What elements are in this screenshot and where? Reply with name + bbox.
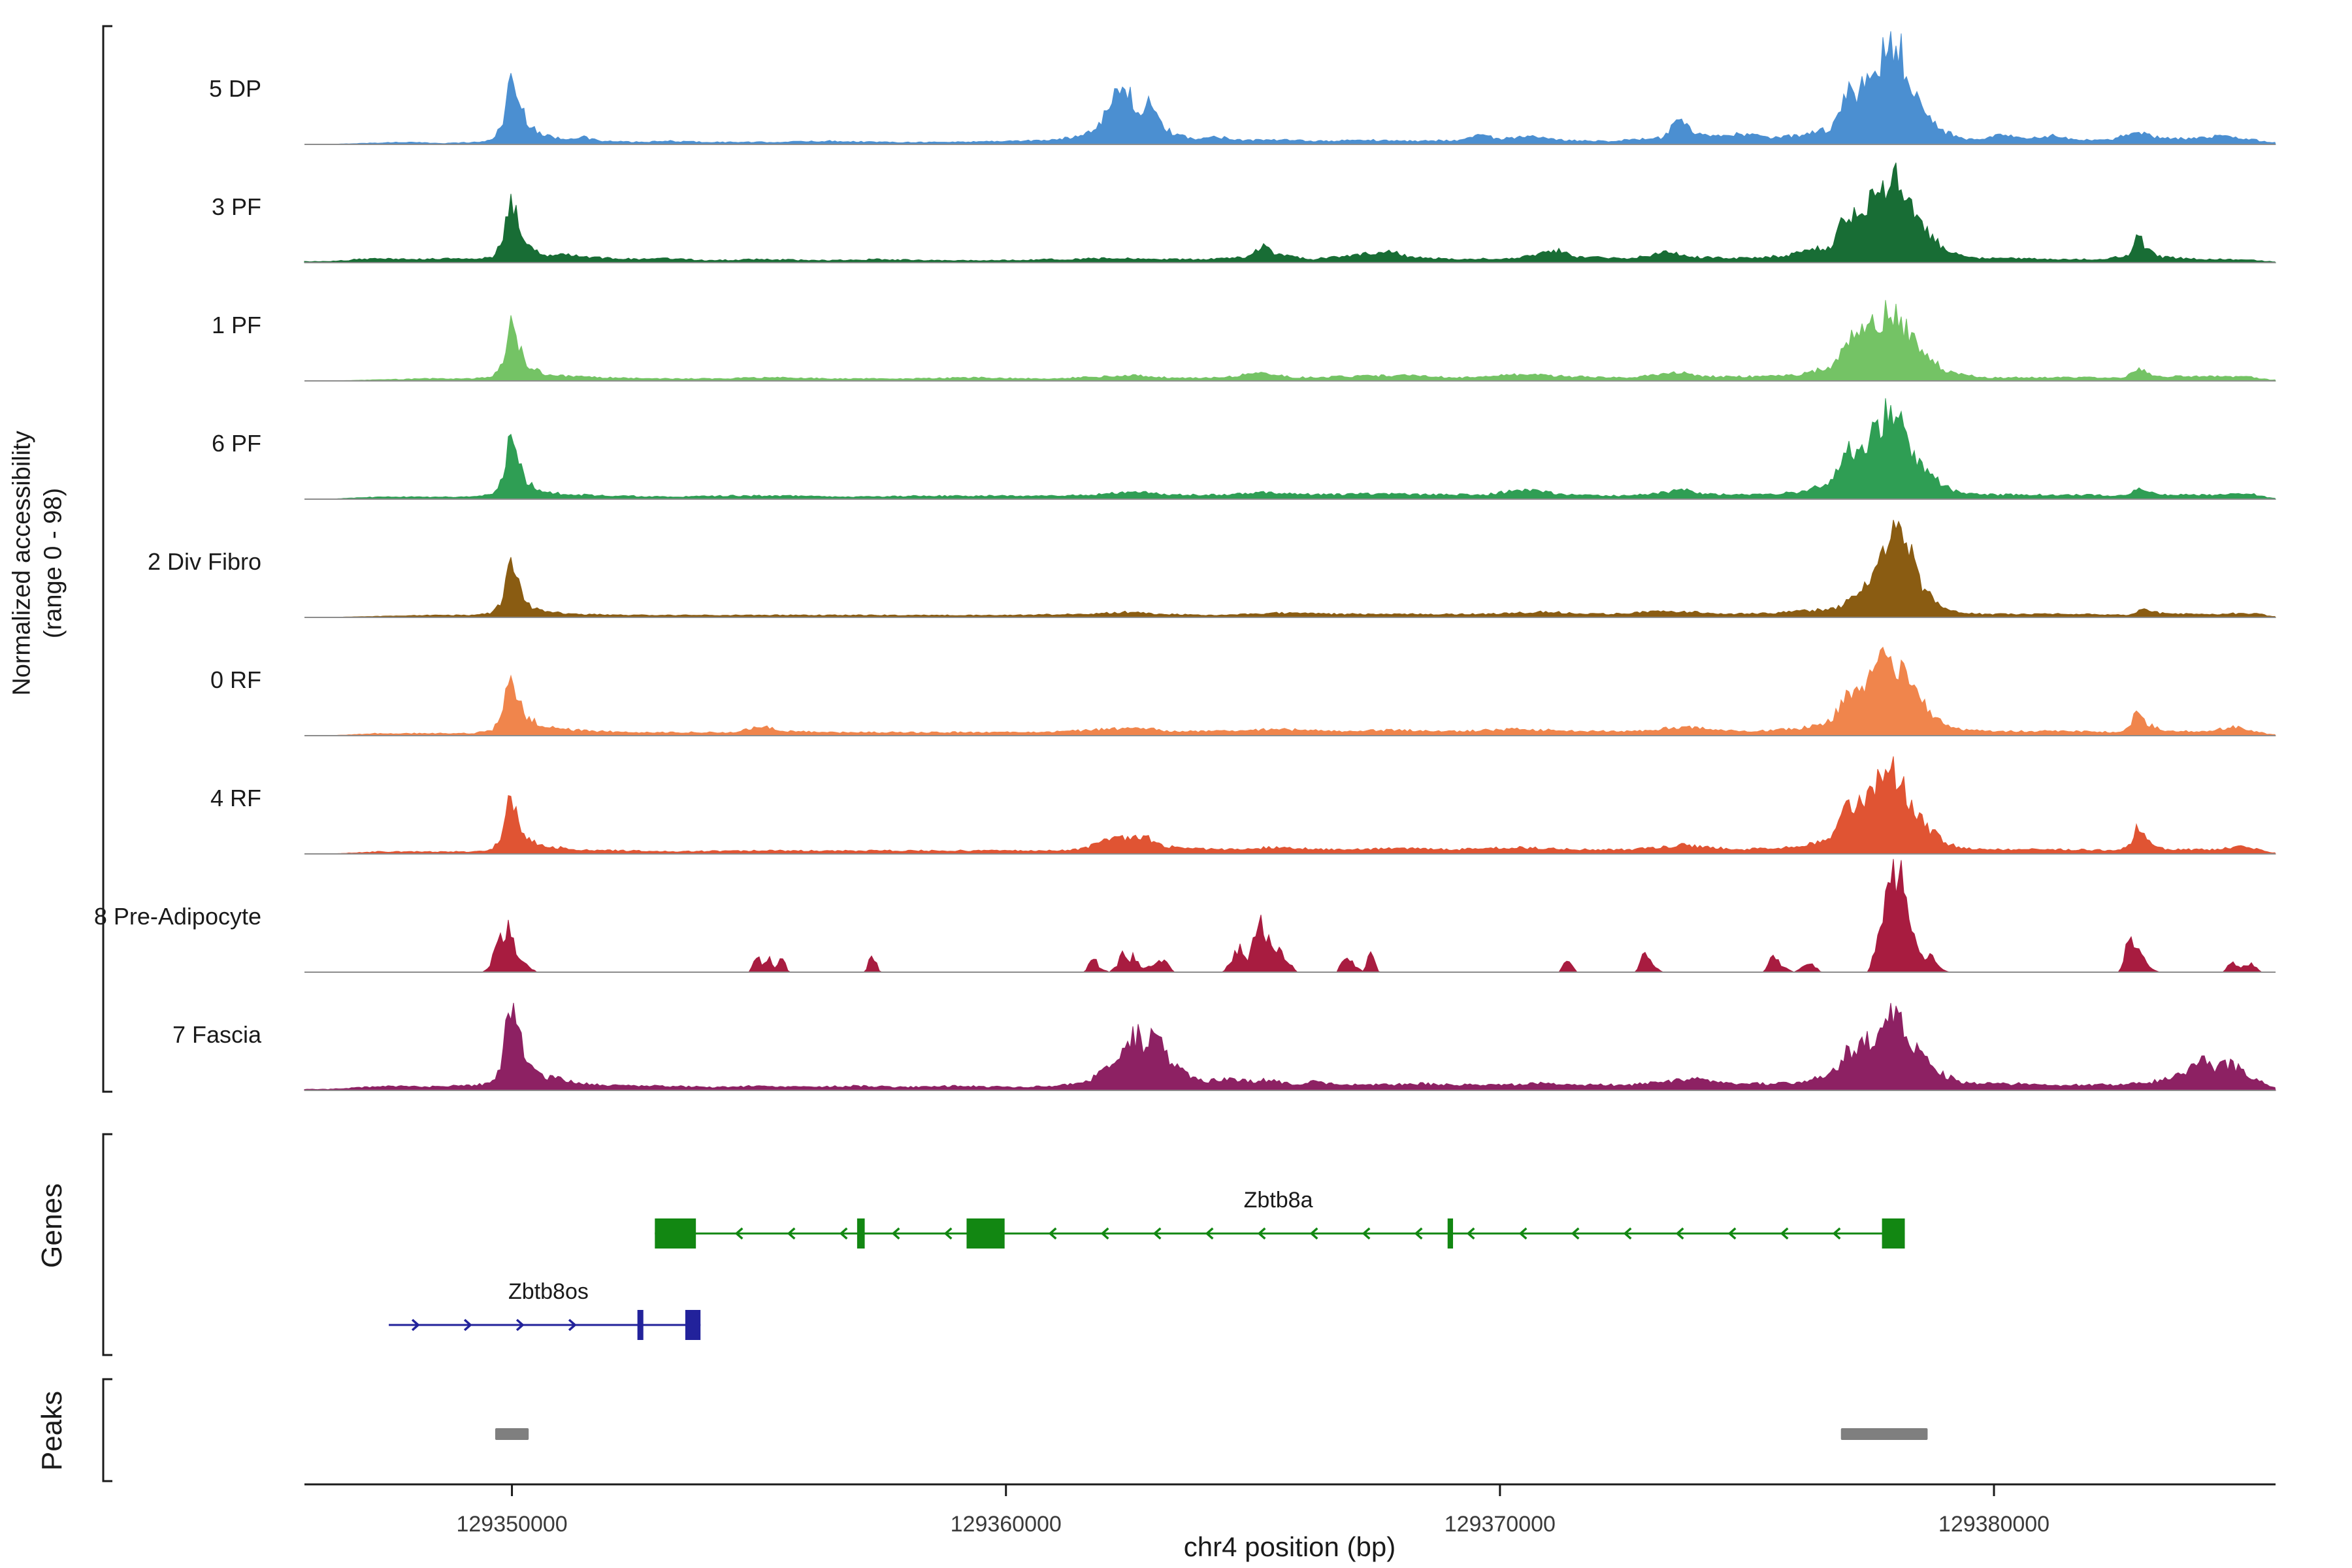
gene-name-label: Zbtb8os xyxy=(508,1279,589,1304)
coverage-area xyxy=(304,646,2276,736)
coverage-area xyxy=(304,31,2276,145)
strand-arrow-left xyxy=(1780,1227,1789,1240)
coverage-area xyxy=(304,756,2276,855)
strand-arrow-right xyxy=(463,1318,472,1331)
track-label: 6 PF xyxy=(212,430,261,457)
strand-arrow-left xyxy=(891,1227,900,1240)
x-axis-title: chr4 position (bp) xyxy=(1183,1531,1396,1562)
coverage-area xyxy=(304,300,2276,382)
strand-arrow-left xyxy=(1832,1227,1841,1240)
exon-box xyxy=(685,1310,701,1340)
coverage-area xyxy=(304,162,2277,263)
tracks-axis-bracket xyxy=(102,25,112,1093)
track-label: 8 Pre-Adipocyte xyxy=(94,903,261,930)
coverage-area xyxy=(304,1002,2276,1091)
strand-arrow-left xyxy=(1205,1227,1214,1240)
peaks-row xyxy=(495,1428,1928,1440)
exon-box xyxy=(1882,1218,1905,1249)
strand-arrow-left xyxy=(787,1227,796,1240)
strand-arrow-left xyxy=(1257,1227,1266,1240)
x-axis-tick-label: 129350000 xyxy=(456,1512,567,1537)
track-5-dp: 5 DP xyxy=(209,31,2276,145)
genes-axis-bracket xyxy=(102,1133,112,1356)
x-axis: 129350000 129360000 129370000 129380000 xyxy=(304,1483,2276,1537)
track-label: 0 RF xyxy=(210,666,261,693)
strand-arrow-left xyxy=(1466,1227,1475,1240)
track-label: 2 Div Fibro xyxy=(148,548,261,575)
strand-arrow-left xyxy=(839,1227,848,1240)
strand-arrow-left xyxy=(1100,1227,1109,1240)
track-4-rf: 4 RF xyxy=(210,756,2276,855)
strand-arrow-left xyxy=(1571,1227,1580,1240)
coverage-area xyxy=(304,519,2276,618)
strand-arrow-right xyxy=(411,1318,420,1331)
peak-interval-bar xyxy=(495,1428,529,1440)
track-1-pf: 1 PF xyxy=(212,300,2276,382)
track-label: 5 DP xyxy=(209,75,261,102)
gene-name-label: Zbtb8a xyxy=(1244,1188,1313,1213)
peak-interval-bar xyxy=(1840,1428,1928,1440)
strand-arrow-left xyxy=(1309,1227,1318,1240)
strand-arrow-left xyxy=(1362,1227,1371,1240)
coverage-area xyxy=(304,398,2276,500)
strand-arrow-left xyxy=(1727,1227,1737,1240)
track-label: 7 Fascia xyxy=(172,1021,262,1048)
strand-arrow-left xyxy=(1048,1227,1057,1240)
strand-arrow-right xyxy=(515,1318,525,1331)
track-2-div-fibro: 2 Div Fibro xyxy=(148,519,2276,618)
strand-arrow-left xyxy=(1152,1227,1162,1240)
track-7-fascia: 7 Fascia xyxy=(172,1002,2276,1091)
exon-box xyxy=(966,1218,1005,1249)
track-3-pf: 3 PF xyxy=(212,162,2277,263)
track-8-pre-adipocyte: 8 Pre-Adipocyte xyxy=(94,858,2276,973)
x-axis-tick-label: 129380000 xyxy=(1938,1512,2050,1537)
track-label: 4 RF xyxy=(210,785,261,811)
strand-arrow-left xyxy=(1518,1227,1527,1240)
track-label: 1 PF xyxy=(212,312,261,338)
exon-box xyxy=(637,1310,644,1340)
strand-arrow-right xyxy=(568,1318,577,1331)
gene-zbtb8a: Zbtb8a xyxy=(655,1188,1905,1249)
x-axis-tick-label: 129360000 xyxy=(951,1512,1062,1537)
exon-box xyxy=(655,1218,696,1249)
strand-arrow-left xyxy=(1414,1227,1423,1240)
x-axis-tick-label: 129370000 xyxy=(1445,1512,1556,1537)
strand-arrow-left xyxy=(943,1227,953,1240)
track-6-pf: 6 PF xyxy=(212,398,2276,500)
strand-arrow-left xyxy=(734,1227,743,1240)
peaks-axis-bracket xyxy=(102,1378,112,1482)
exon-box xyxy=(1447,1218,1454,1249)
strand-arrow-left xyxy=(1623,1227,1632,1240)
coverage-area xyxy=(304,858,2276,973)
track-0-rf: 0 RF xyxy=(210,646,2276,736)
gene-zbtb8os: Zbtb8os xyxy=(389,1279,701,1340)
strand-arrow-left xyxy=(1675,1227,1684,1240)
track-label: 3 PF xyxy=(212,193,261,220)
exon-box xyxy=(857,1218,865,1249)
